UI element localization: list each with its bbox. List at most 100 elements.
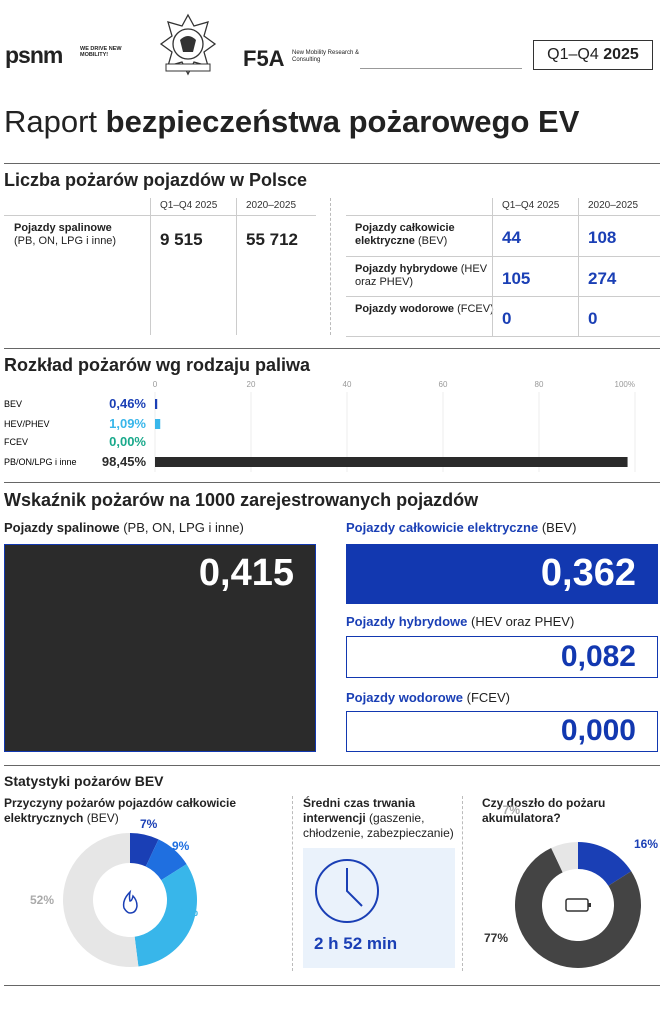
emblem-part <box>172 28 204 60</box>
card-label: Pojazdy całkowicie elektryczne (BEV) <box>346 520 577 535</box>
table-line <box>236 198 237 335</box>
card-value: 0,415 <box>198 552 294 594</box>
card-value: 0,082 <box>560 640 636 673</box>
card-value: 0,362 <box>540 552 636 594</box>
value-label: 7% <box>503 803 521 817</box>
section-title: Wskaźnik pożarów na 1000 zarejestrowanyc… <box>4 490 479 510</box>
row-label: Pojazdy wodorowe (FCEV) <box>355 303 495 316</box>
rule <box>4 163 660 164</box>
card-label: Pojazdy wodorowe (FCEV) <box>346 690 510 705</box>
card-label-note: (PB, ON, LPG i inne) <box>123 520 244 535</box>
section-title: Rozkład pożarów wg rodzaju paliwa <box>4 355 311 375</box>
x-tick-label: 60 <box>439 380 448 389</box>
bar <box>155 419 161 429</box>
column-header: Q1–Q4 2025 <box>502 200 560 211</box>
row-note: (HEV oraz PHEV) <box>355 263 488 288</box>
report-title: Raport bezpieczeństwa pożarowego EV <box>4 104 579 140</box>
table-line <box>4 215 316 216</box>
category-label: FCEV <box>4 437 28 447</box>
battery-tip <box>588 903 591 907</box>
divider <box>330 198 332 335</box>
value-label: 1,09% <box>109 416 146 431</box>
donut-segment <box>578 842 632 886</box>
intervention-note: (gaszenie, chłodzenie, zabezpieczanie) <box>303 811 454 840</box>
intervention-title-bold: Średni czas trwania interwencji <box>303 796 416 825</box>
card-label-bold: Pojazdy całkowicie elektryczne <box>346 520 539 535</box>
value-label: 9% <box>172 839 190 853</box>
card-label-bold: Pojazdy spalinowe <box>4 520 120 535</box>
value-label: 7% <box>140 817 158 831</box>
intervention-box <box>303 848 455 968</box>
donut-segment <box>551 842 578 873</box>
card-label: Pojazdy hybrydowe (HEV oraz PHEV) <box>346 614 574 629</box>
clock-icon <box>315 859 379 923</box>
card-label-note: (BEV) <box>541 520 577 535</box>
table-value: 274 <box>588 269 617 288</box>
card-label-note: (HEV oraz PHEV) <box>471 614 575 629</box>
chart-title-bold: Przyczyny pożarów pojazdów całkowicie el… <box>4 796 237 825</box>
value-label: 0,00% <box>109 434 146 449</box>
battery-icon <box>565 898 589 912</box>
x-tick-label: 100% <box>615 380 635 389</box>
row-note: (PB, ON, LPG i inne) <box>14 235 117 247</box>
emblem-part <box>165 63 211 72</box>
flame-icon <box>122 889 138 914</box>
value-label: 0,46% <box>109 396 146 411</box>
logo-tagline: WE DRIVE NEW MOBILITY! <box>80 46 122 58</box>
bar <box>155 457 628 467</box>
rule <box>4 348 660 349</box>
card <box>346 544 658 604</box>
x-tick-label: 0 <box>153 380 158 389</box>
value-label: 16% <box>634 837 658 851</box>
emblem-part <box>159 13 217 76</box>
category-label: Inna / nieznana <box>0 908 54 942</box>
clock-icon-part <box>346 868 363 907</box>
table-line <box>578 198 579 336</box>
chart-title: Przyczyny pożarów pojazdów całkowicie el… <box>4 796 274 826</box>
section-title: Liczba pożarów pojazdów w Polsce <box>4 170 308 190</box>
emblem <box>159 13 217 76</box>
table-value: 105 <box>502 269 531 288</box>
intervention-title: Średni czas trwania interwencji (gaszeni… <box>303 796 455 841</box>
emblem-part <box>180 36 196 52</box>
value-label: 98,45% <box>102 454 147 469</box>
value-label: 32% <box>174 905 198 919</box>
table-value: 0 <box>502 309 512 328</box>
card <box>4 544 316 752</box>
chart-title-note: (BEV) <box>86 811 119 825</box>
donut-segment <box>134 864 197 967</box>
x-tick-label: 80 <box>535 380 544 389</box>
title-light: Raport <box>4 104 98 139</box>
column-header: 2020–2025 <box>588 200 639 211</box>
divider <box>292 796 294 971</box>
value-label: 52% <box>30 893 54 907</box>
title-bold: bezpieczeństwa pożarowego EV <box>105 104 580 139</box>
clock-icon-part <box>315 859 379 923</box>
logo-f5a-tagline: New Mobility Research & Consulting <box>292 50 360 63</box>
card-label: Pojazdy spalinowe (PB, ON, LPG i inne) <box>4 520 244 535</box>
table-value: 44 <box>502 228 521 247</box>
table-value: 108 <box>588 228 617 247</box>
row-name: Pojazdy całkowicie elektryczne <box>355 222 455 247</box>
logo-psnm: psnm <box>5 42 63 68</box>
table-line <box>346 215 660 216</box>
card-value: 0,000 <box>560 714 636 747</box>
table-value: 0 <box>588 309 598 328</box>
period-badge: Q1–Q4 2025 <box>533 40 653 70</box>
card-label-bold: Pojazdy wodorowe <box>346 690 464 705</box>
table-line <box>346 296 660 297</box>
table-line <box>346 256 660 257</box>
table-line <box>492 198 493 336</box>
card-label-note: (FCEV) <box>466 690 510 705</box>
category-label: HEV/PHEV <box>4 419 50 429</box>
divider <box>462 796 464 971</box>
category-label: PB/ON/LPG i inne <box>4 457 77 467</box>
x-tick-label: 40 <box>343 380 352 389</box>
section-title: Statystyki pożarów BEV <box>4 773 164 789</box>
donut-segment <box>515 847 642 968</box>
category-label: Brak danych <box>460 818 520 852</box>
table-line <box>150 198 151 335</box>
card-label-bold: Pojazdy hybrydowe <box>346 614 468 629</box>
